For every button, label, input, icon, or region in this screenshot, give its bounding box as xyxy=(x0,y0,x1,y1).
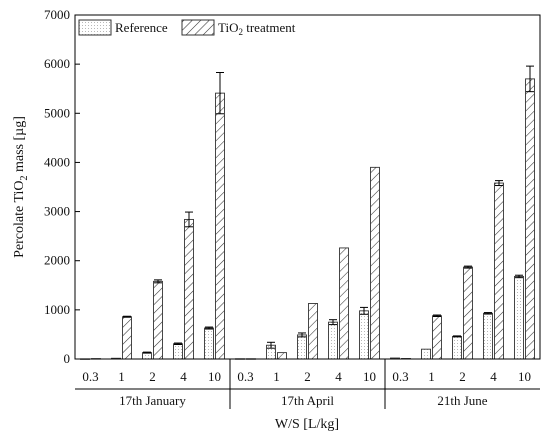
bar-tio2 xyxy=(494,182,504,360)
x-category-label: 4 xyxy=(335,369,342,384)
bar-reference xyxy=(452,335,462,360)
x-category-label: 10 xyxy=(363,369,376,384)
x-category-label: 0.3 xyxy=(82,369,98,384)
y-tick-label: 5000 xyxy=(44,105,70,120)
legend-tio2-main: TiO xyxy=(218,20,238,35)
x-axis-categories: 0.3 1 2 4 10 17th January 0.3 1 2 4 10 17th April 0.… xyxy=(75,359,540,409)
bar-reference xyxy=(173,343,183,360)
x-category-label: 2 xyxy=(304,369,311,384)
x-category-label: 10 xyxy=(518,369,531,384)
x-category-label: 0.3 xyxy=(392,369,408,384)
legend-tio2-suffix: treatment xyxy=(243,20,296,35)
bar-reference xyxy=(421,348,431,360)
x-category-label: 1 xyxy=(428,369,435,384)
x-category-label: 4 xyxy=(490,369,497,384)
x-category-label: 1 xyxy=(118,369,125,384)
legend-swatch-tio2 xyxy=(181,19,215,36)
bar-tio2 xyxy=(153,280,163,360)
bar-reference xyxy=(514,275,524,360)
legend-tio2-subscript: 2 xyxy=(238,27,243,37)
bar-reference xyxy=(297,334,307,360)
x-category-label: 10 xyxy=(208,369,221,384)
bar-tio2 xyxy=(463,266,473,360)
y-tick-label: 3000 xyxy=(44,204,70,219)
y-tick-label: 0 xyxy=(64,351,71,366)
bar-tio2 xyxy=(122,316,132,360)
bar-reference xyxy=(328,321,338,360)
y-axis-ticks: 0 1000 2000 3000 4000 5000 6000 7000 xyxy=(44,7,80,366)
bar-tio2 xyxy=(184,218,194,360)
bar-tio2 xyxy=(339,247,349,360)
y-axis-title-unit: mass [µg] xyxy=(12,116,27,175)
bar-reference xyxy=(359,310,369,360)
y-tick-label: 4000 xyxy=(44,154,70,169)
y-tick-label: 1000 xyxy=(44,302,70,317)
group-label: 17th April xyxy=(281,393,334,408)
x-category-label: 2 xyxy=(149,369,156,384)
bar-tio2 xyxy=(432,315,442,360)
x-category-label: 2 xyxy=(459,369,466,384)
y-tick-label: 7000 xyxy=(44,7,70,22)
legend-label-tio2: TiO2 treatment xyxy=(218,20,296,37)
x-category-label: 4 xyxy=(180,369,187,384)
bar-tio2 xyxy=(308,303,318,360)
y-tick-label: 6000 xyxy=(44,56,70,71)
bar-tio2 xyxy=(525,78,535,360)
legend: Reference TiO2 treatment xyxy=(78,19,296,37)
bar-reference xyxy=(483,312,493,360)
x-category-label: 1 xyxy=(273,369,280,384)
group-label: 21th June xyxy=(437,393,487,408)
y-axis-title: Percolate TiO2 mass [µg] xyxy=(12,116,30,258)
bar-tio2 xyxy=(277,352,287,360)
bar-reference xyxy=(204,327,214,360)
bar-series xyxy=(80,65,535,360)
y-axis-title-main: Percolate TiO xyxy=(12,181,27,258)
y-axis-title-subscript: 2 xyxy=(19,176,30,181)
group-label: 17th January xyxy=(119,393,186,408)
legend-label-reference: Reference xyxy=(115,20,168,35)
plot-frame xyxy=(74,14,541,360)
legend-swatch-reference xyxy=(78,19,112,36)
bar-tio2 xyxy=(370,166,380,360)
y-tick-label: 2000 xyxy=(44,253,70,268)
bar-tio2 xyxy=(215,92,225,360)
x-category-label: 0.3 xyxy=(237,369,253,384)
x-axis-title: W/S [L/kg] xyxy=(275,417,339,432)
